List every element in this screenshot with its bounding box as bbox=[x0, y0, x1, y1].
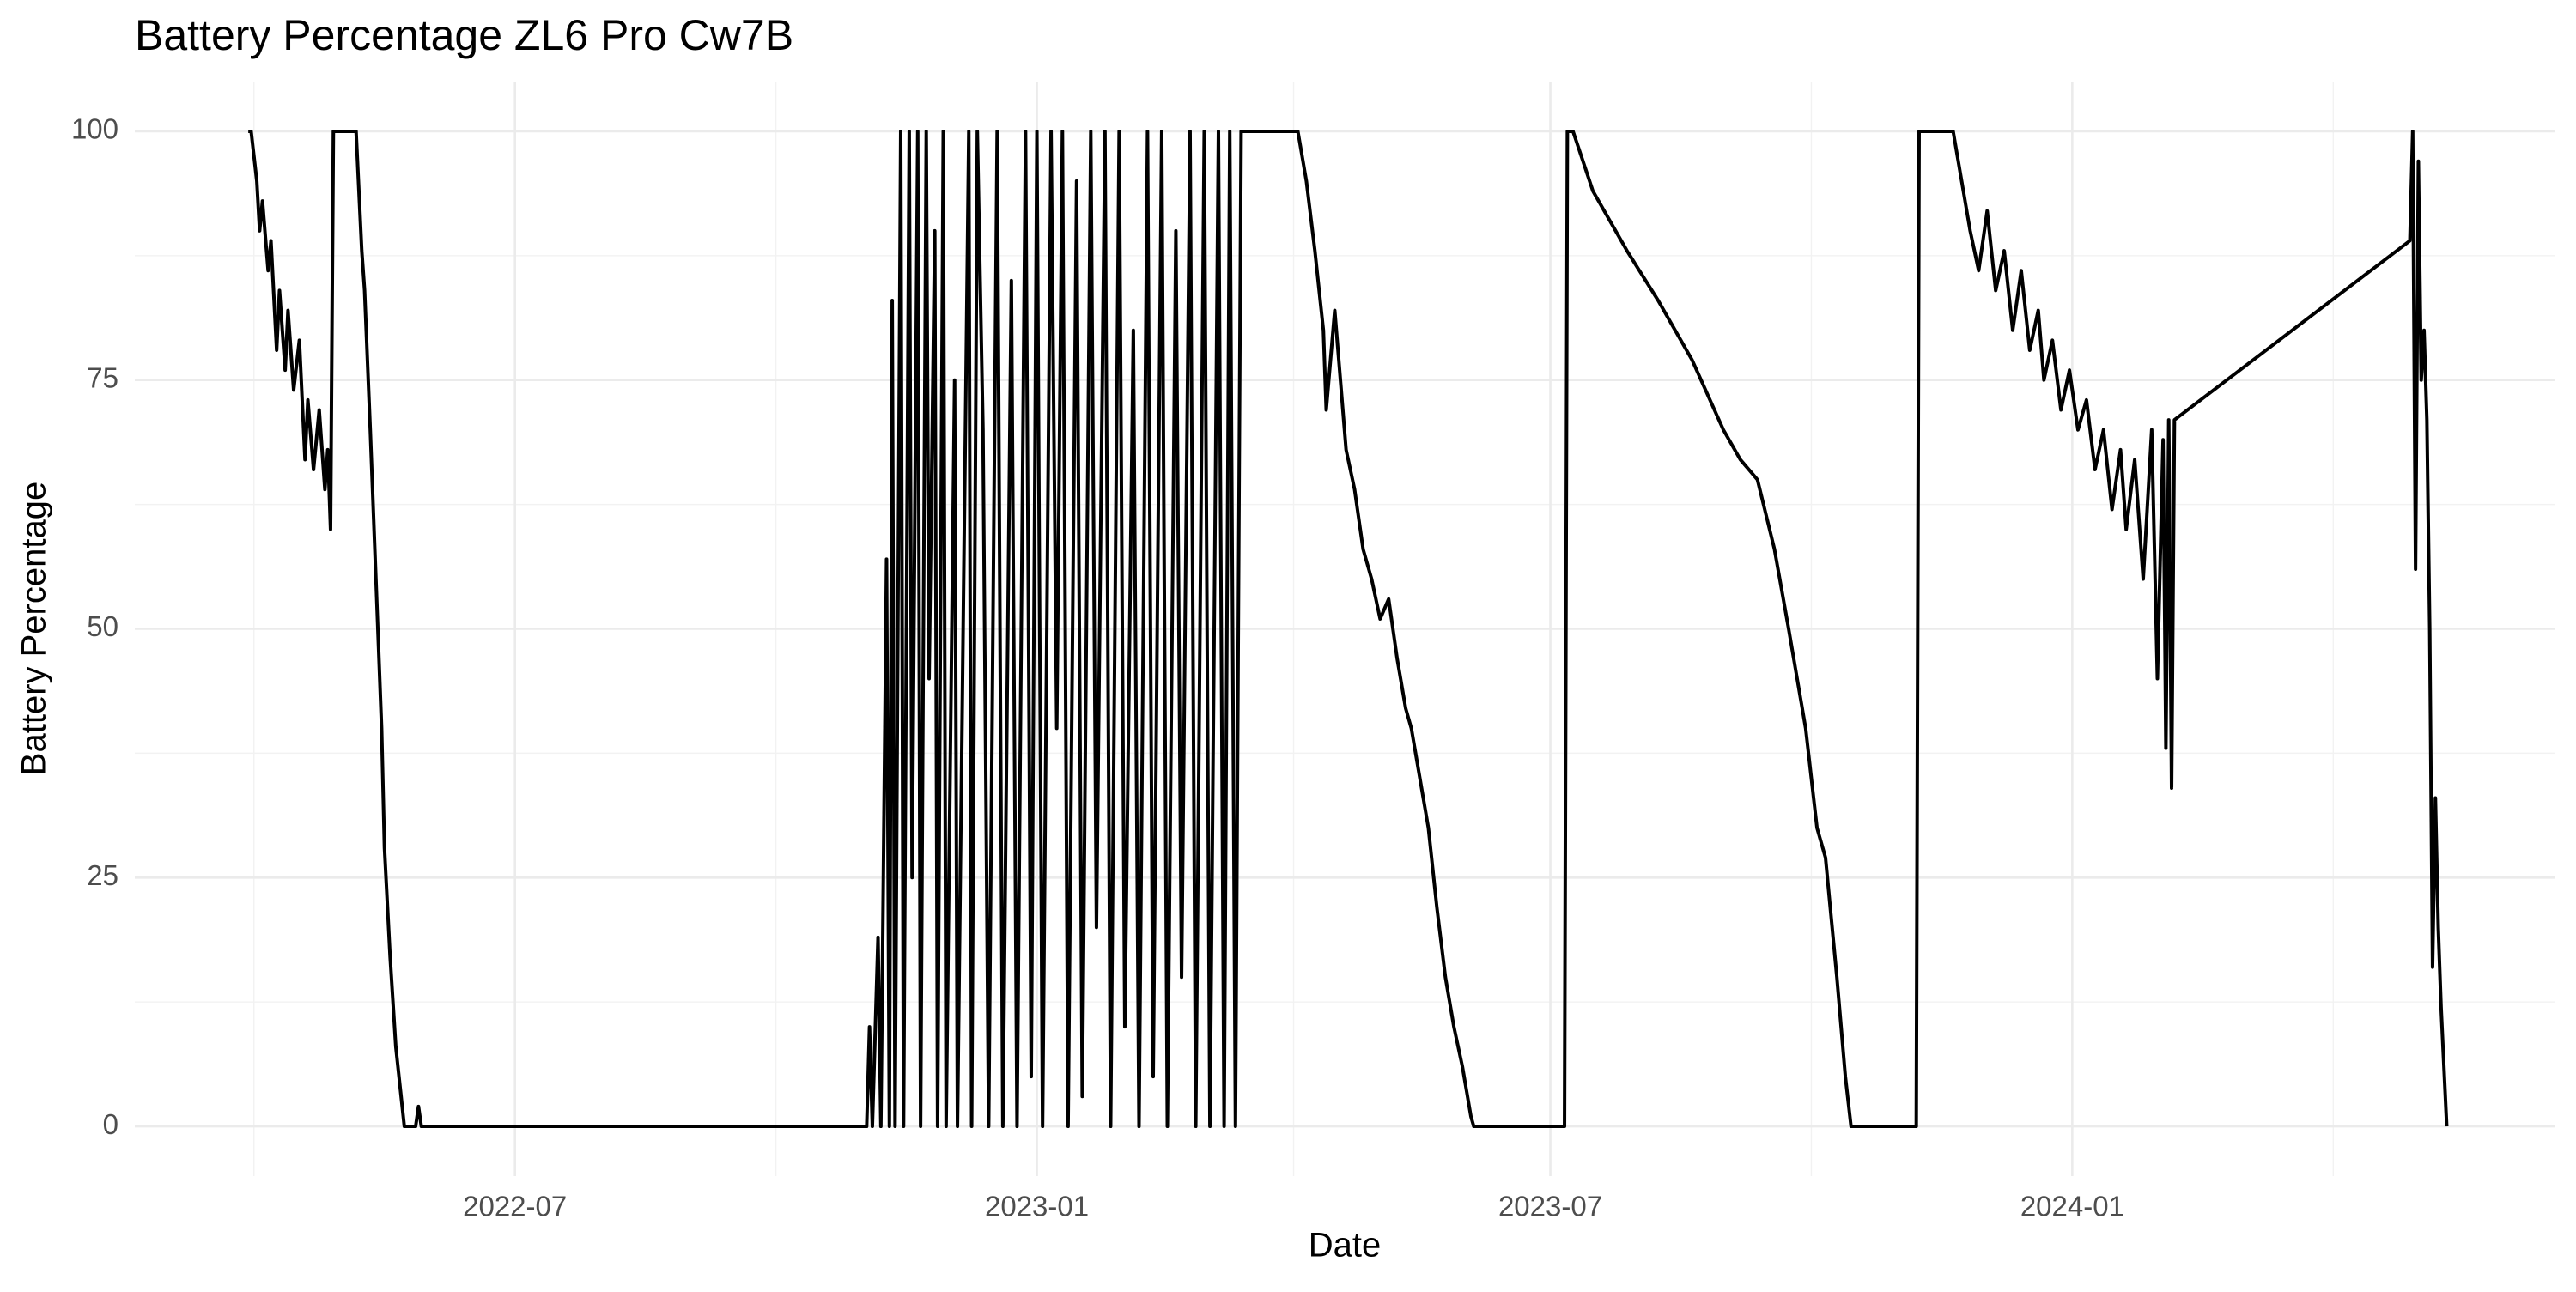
y-axis-label: Battery Percentage bbox=[15, 482, 53, 775]
x-tick-label: 2023-07 bbox=[1498, 1191, 1602, 1222]
y-tick-label: 100 bbox=[71, 113, 118, 145]
y-tick-label: 50 bbox=[87, 610, 118, 642]
x-tick-label: 2022-07 bbox=[463, 1191, 567, 1222]
y-tick-label: 25 bbox=[87, 859, 118, 891]
x-tick-label: 2023-01 bbox=[985, 1191, 1089, 1222]
x-tick-label: 2024-01 bbox=[2020, 1191, 2124, 1222]
data-line bbox=[248, 129, 2449, 1129]
x-axis-label: Date bbox=[1309, 1227, 1382, 1265]
y-tick-label: 0 bbox=[103, 1108, 118, 1140]
chart-title: Battery Percentage ZL6 Pro Cw7B bbox=[135, 11, 793, 59]
y-tick-label: 75 bbox=[87, 361, 118, 393]
